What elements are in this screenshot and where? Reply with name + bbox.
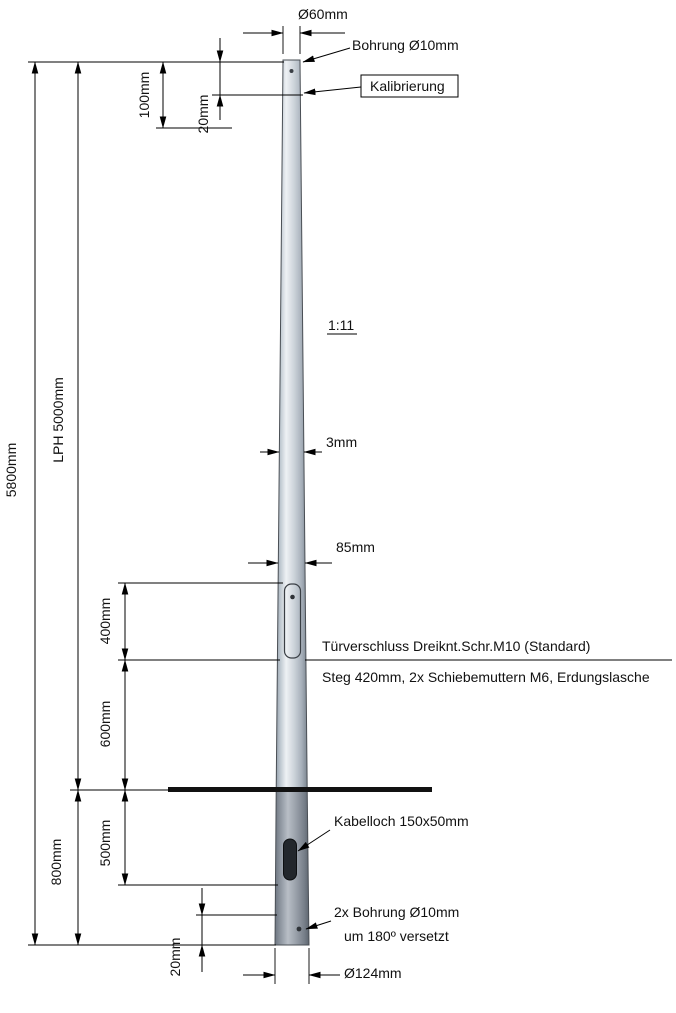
- label-kabelloch: Kabelloch 150x50mm: [334, 813, 469, 829]
- label-dim-20-bottom: 20mm: [167, 938, 183, 977]
- label-dim-85: 85mm: [336, 539, 375, 555]
- door-outline: [283, 583, 302, 659]
- leader-kalibrierung: [303, 86, 362, 96]
- label-dim-600: 600mm: [97, 701, 113, 748]
- kalibrierung-box: [360, 74, 459, 98]
- dimension-lines: [31, 29, 345, 979]
- bottom-bore-hole: [296, 926, 302, 932]
- label-dim-100: 100mm: [136, 72, 152, 119]
- label-taper-ratio: 1:11: [328, 317, 354, 333]
- label-dim-500: 500mm: [97, 820, 113, 867]
- label-bohrung-top: Bohrung Ø10mm: [352, 37, 459, 53]
- cable-hole: [283, 838, 297, 881]
- label-bohrung-bottom: 2x Bohrung Ø10mm: [334, 904, 459, 920]
- ground-line: [168, 787, 432, 792]
- label-dim-5800: 5800mm: [3, 443, 19, 497]
- label-dim-800: 800mm: [48, 839, 64, 886]
- leader-lines: [297, 47, 362, 930]
- label-top-diameter: Ø60mm: [298, 6, 348, 22]
- label-dim-20-top: 20mm: [195, 95, 211, 134]
- leader-bohrung-top: [302, 47, 351, 63]
- extension-lines: [28, 26, 672, 984]
- pole: [274, 59, 310, 946]
- label-wall-thickness: 3mm: [326, 434, 357, 450]
- label-dim-400: 400mm: [97, 598, 113, 645]
- leader-kabelloch: [297, 829, 331, 852]
- labels: Ø60mm Bohrung Ø10mm Kalibrierung 1:11 3m…: [3, 6, 650, 981]
- label-versetzt: um 180º versetzt: [344, 928, 449, 944]
- pole-shaft-above-ground: [275, 59, 308, 791]
- label-tuerverschluss: Türverschluss Dreiknt.Schr.M10 (Standard…: [322, 638, 590, 654]
- label-bottom-diameter: Ø124mm: [344, 965, 402, 981]
- label-kalibrierung: Kalibrierung: [370, 78, 445, 94]
- leader-bohrung-bottom: [305, 920, 332, 930]
- top-bore-hole: [289, 69, 294, 73]
- door-lock-screw: [290, 594, 295, 600]
- label-steg: Steg 420mm, 2x Schiebemuttern M6, Erdung…: [322, 669, 650, 685]
- label-dim-lph: LPH 5000mm: [50, 377, 66, 463]
